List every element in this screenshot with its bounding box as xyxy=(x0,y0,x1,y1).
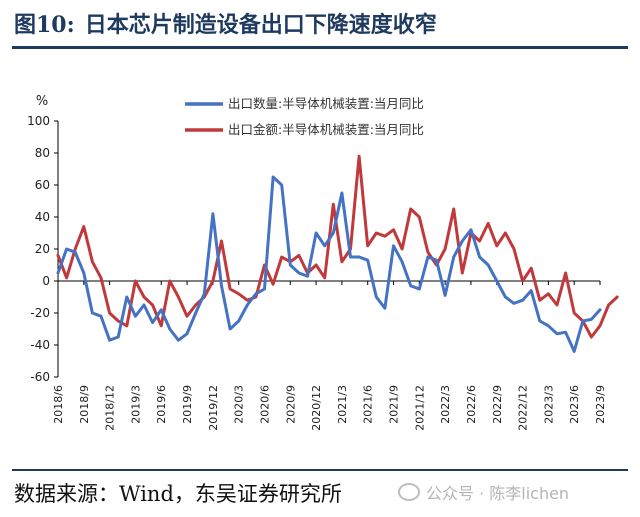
x-tick-label: 2021/3 xyxy=(336,385,349,424)
figure-title: 图10: 日本芯片制造设备出口下降速度收窄 xyxy=(14,8,437,42)
source-rule xyxy=(12,469,628,471)
title-rule xyxy=(12,46,628,49)
x-tick-label: 2022/3 xyxy=(439,385,452,424)
series-line xyxy=(56,154,619,339)
y-tick-label: -60 xyxy=(30,370,50,384)
legend-label: 出口数量:半导体机械装置:当月同比 xyxy=(228,96,424,111)
x-tick-label: 2019/3 xyxy=(129,385,142,424)
x-tick-label: 2021/12 xyxy=(413,385,426,431)
chart-axes: 100 80 60 40 20 0 -20 -40 -60% 2018/6 2018/9 2018/1… xyxy=(27,94,607,431)
x-tick-label: 2018/9 xyxy=(78,385,91,424)
y-tick-label: 40 xyxy=(35,210,50,224)
figure-title-text: 日本芯片制造设备出口下降速度收窄 xyxy=(84,12,437,38)
x-tick-label: 2019/12 xyxy=(207,385,220,431)
x-tick-label: 2018/12 xyxy=(104,385,117,431)
wechat-icon xyxy=(398,483,420,501)
x-tick-label: 2020/6 xyxy=(258,385,271,424)
y-tick-label: 60 xyxy=(35,178,50,192)
x-tick-label: 2023/9 xyxy=(594,385,607,424)
x-tick-label: 2019/9 xyxy=(181,385,194,424)
line-chart: 100 80 60 40 20 0 -20 -40 -60% 2018/6 2018/9 2018/1… xyxy=(27,94,619,431)
watermark-text: 公众号 · 陈李lichen xyxy=(426,484,570,503)
chart-series xyxy=(56,154,619,353)
legend-label: 出口金额:半导体机械装置:当月同比 xyxy=(228,122,424,137)
x-tick-label: 2021/6 xyxy=(362,385,375,424)
x-tick-label: 2020/12 xyxy=(310,385,323,431)
y-tick-label: 100 xyxy=(27,114,50,128)
y-tick-label: 0 xyxy=(42,274,50,288)
source-note: 数据来源：Wind，东吴证券研究所 xyxy=(14,482,342,506)
y-axis-unit: % xyxy=(36,94,48,109)
x-tick-label: 2022/12 xyxy=(517,385,530,431)
y-tick-label: 20 xyxy=(35,242,50,256)
y-tick-label: -20 xyxy=(30,306,50,320)
x-tick-label: 2023/3 xyxy=(542,385,555,424)
x-tick-label: 2020/9 xyxy=(284,385,297,424)
series-line xyxy=(56,175,602,353)
y-tick-label: 80 xyxy=(35,146,50,160)
x-tick-label: 2018/6 xyxy=(52,385,65,424)
figure-number: 图10: xyxy=(14,12,75,38)
watermark: 公众号 · 陈李lichen xyxy=(398,481,569,507)
y-tick-label: -40 xyxy=(30,338,50,352)
x-tick-label: 2022/6 xyxy=(465,385,478,424)
x-tick-label: 2019/6 xyxy=(155,385,168,424)
x-tick-label: 2020/3 xyxy=(233,385,246,424)
x-tick-label: 2021/9 xyxy=(388,385,401,424)
x-tick-label: 2022/9 xyxy=(491,385,504,424)
x-tick-label: 2023/6 xyxy=(568,385,581,424)
